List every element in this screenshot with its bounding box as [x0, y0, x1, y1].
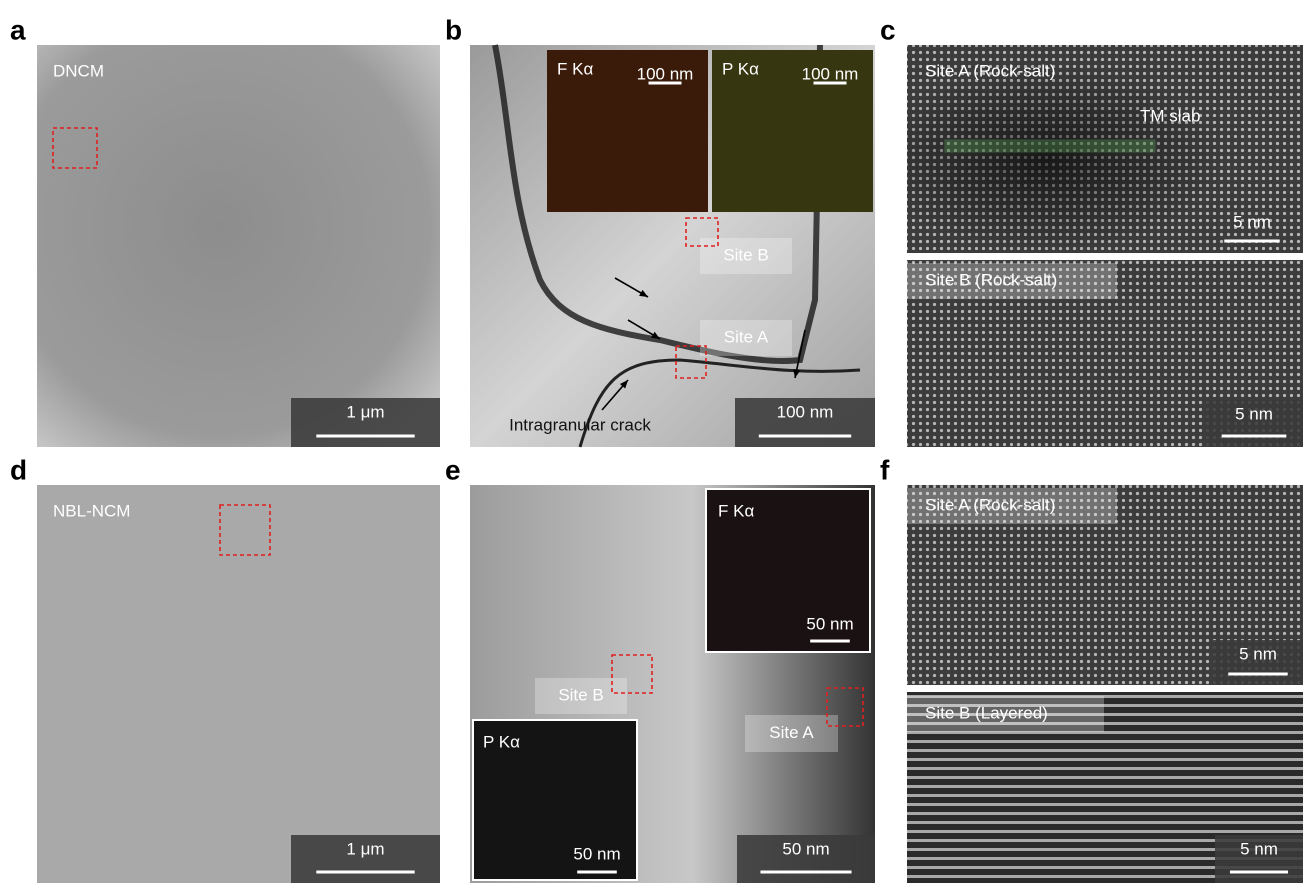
inset-element: F Kα: [557, 59, 593, 78]
scale-bar-label: 50 nm: [782, 839, 829, 858]
site-label: Site A (Rock-salt): [925, 495, 1055, 514]
scale-bar-label: 100 nm: [777, 402, 834, 421]
panel-letter: e: [445, 454, 461, 485]
site-label: Site B: [723, 245, 768, 264]
scale-bar-label: 1 μm: [346, 402, 384, 421]
inset-element: P Kα: [483, 732, 520, 751]
site-label: Site A: [724, 327, 769, 346]
scale-bar-label: 5 nm: [1233, 212, 1271, 231]
scale-bar-label: 100 nm: [802, 64, 859, 83]
tem-image: [37, 485, 440, 883]
panel-letter: a: [10, 14, 26, 45]
tem-image: [37, 45, 440, 447]
site-label: Site B (Layered): [925, 703, 1048, 722]
page: {"panels": [ {"letter": "a", "sample": "…: [0, 0, 1303, 885]
sample-label: NBL-NCM: [53, 501, 130, 520]
annotation: Intragranular crack: [509, 415, 651, 434]
panel-letter: f: [880, 454, 890, 485]
scale-bar-label: 5 nm: [1240, 839, 1278, 858]
panel-letter: c: [880, 14, 896, 45]
scale-bar-label: 1 μm: [346, 839, 384, 858]
panel-letter: d: [10, 454, 27, 485]
scale-bar-label: 5 nm: [1239, 644, 1277, 663]
tm-slab: [945, 140, 1155, 152]
scale-bar-label: 50 nm: [573, 844, 620, 863]
inset-element: F Kα: [718, 501, 754, 520]
inset-element: P Kα: [722, 59, 759, 78]
panel-letter: b: [445, 14, 462, 45]
scale-bar-label: 5 nm: [1235, 404, 1273, 423]
site-label: Site A (Rock-salt): [925, 61, 1055, 80]
sample-label: DNCM: [53, 61, 104, 80]
scale-bar-label: 50 nm: [806, 614, 853, 633]
scale-bar-label: 100 nm: [637, 64, 694, 83]
site-label: Site A: [769, 723, 814, 742]
figure: a b c d e f DNCM 1 μm F Kα 100 nm P Kα 100 nm Site B…: [0, 0, 1303, 885]
annotation: TM slab: [1140, 106, 1200, 125]
site-label: Site B: [558, 685, 603, 704]
site-label: Site B (Rock-salt): [925, 270, 1057, 289]
